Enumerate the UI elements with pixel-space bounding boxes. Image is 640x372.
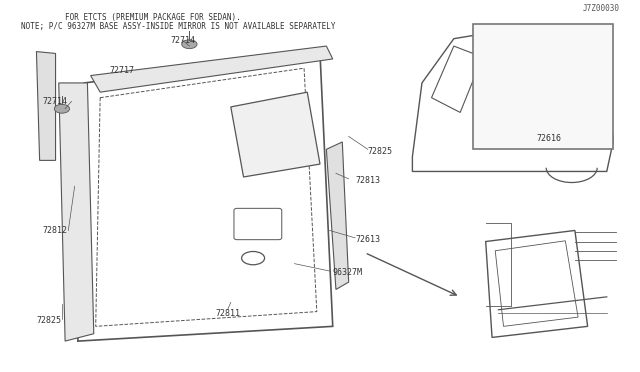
Text: 72813: 72813: [355, 176, 380, 185]
FancyBboxPatch shape: [473, 24, 613, 149]
Text: 72613: 72613: [355, 235, 380, 244]
Polygon shape: [231, 92, 320, 177]
Polygon shape: [36, 52, 56, 160]
Polygon shape: [326, 142, 349, 289]
Polygon shape: [59, 83, 94, 341]
Text: 72811: 72811: [215, 309, 240, 318]
Text: FOR ETCTS (PREMIUM PACKAGE FOR SEDAN).: FOR ETCTS (PREMIUM PACKAGE FOR SEDAN).: [65, 13, 241, 22]
Text: NOTE; P/C 96327M BASE ASSY-INSIDE MIRROR IS NOT AVAILABLE SEPARATELY: NOTE; P/C 96327M BASE ASSY-INSIDE MIRROR…: [20, 22, 335, 31]
Text: 72825: 72825: [368, 147, 393, 155]
Text: 72714: 72714: [170, 36, 195, 45]
Text: J7Z00030: J7Z00030: [582, 4, 620, 13]
Text: 96327M: 96327M: [333, 268, 363, 278]
Text: 72717: 72717: [110, 65, 135, 74]
Polygon shape: [91, 46, 333, 92]
Text: 72825: 72825: [36, 316, 61, 326]
Text: 72616: 72616: [537, 134, 562, 143]
Circle shape: [54, 104, 70, 113]
Circle shape: [182, 40, 197, 49]
Text: 72812: 72812: [43, 226, 68, 235]
Text: 72714: 72714: [43, 97, 68, 106]
